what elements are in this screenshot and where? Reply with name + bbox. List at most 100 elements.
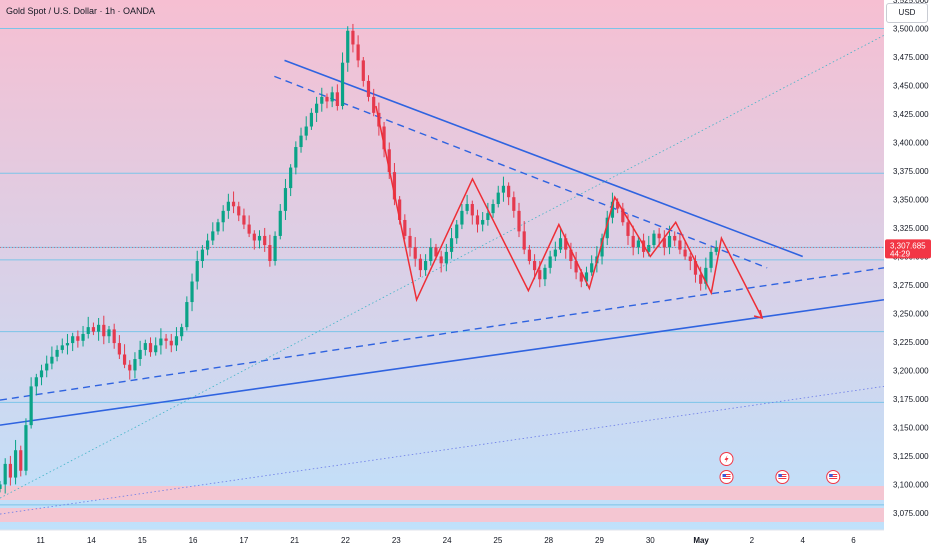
candle <box>346 26 350 72</box>
candle <box>273 231 277 266</box>
candle <box>24 418 28 476</box>
candle <box>190 273 194 312</box>
us-flag-icon[interactable] <box>719 470 734 484</box>
candle <box>517 202 521 238</box>
lightning-icon[interactable] <box>719 452 734 466</box>
trend-line-0[interactable] <box>284 59 803 258</box>
candle <box>543 264 547 287</box>
y-tick-label: 3,100.000 <box>893 480 929 489</box>
candle <box>507 182 511 206</box>
candle <box>102 315 106 345</box>
candle <box>413 237 417 267</box>
candle <box>678 233 682 255</box>
candle <box>71 332 75 352</box>
candle <box>496 185 500 208</box>
y-tick-label: 3,150.000 <box>893 423 929 432</box>
plot-background <box>0 0 884 530</box>
candle <box>221 205 225 232</box>
candle <box>237 201 241 222</box>
candle <box>148 337 153 357</box>
x-tick-label: 17 <box>239 536 248 545</box>
candle <box>34 373 38 396</box>
candle <box>200 245 205 268</box>
y-axis-panel <box>884 0 932 550</box>
y-tick-label: 3,075.000 <box>893 509 929 518</box>
candle <box>631 225 635 256</box>
candle <box>117 335 121 360</box>
candle <box>65 333 70 355</box>
trend-line-5[interactable] <box>0 385 885 515</box>
bottom-band <box>0 486 884 500</box>
candle <box>226 193 230 219</box>
candle <box>294 141 298 175</box>
trend-line-1[interactable] <box>274 75 768 269</box>
price-tag-countdown: 44:29 <box>890 249 911 258</box>
y-tick-label: 3,225.000 <box>893 338 929 347</box>
candle <box>548 250 552 274</box>
candle <box>600 233 604 265</box>
bottom-band-2 <box>0 508 884 522</box>
y-tick-label: 3,175.000 <box>893 395 929 404</box>
candle <box>325 93 329 109</box>
candle <box>330 86 334 108</box>
us-flag-icon[interactable] <box>826 470 841 484</box>
candle <box>704 257 708 290</box>
candle <box>320 87 324 112</box>
candle <box>309 108 314 130</box>
candle <box>491 199 495 218</box>
candle <box>590 255 594 276</box>
candle <box>0 480 2 493</box>
candle <box>122 344 127 369</box>
candle <box>605 210 609 246</box>
x-tick-label: 24 <box>443 536 452 545</box>
candle <box>636 235 640 255</box>
candle <box>475 209 480 233</box>
x-tick-label: 28 <box>544 536 553 545</box>
y-tick-label: 3,525.000 <box>893 0 929 5</box>
trend-line-3[interactable] <box>0 267 885 401</box>
y-tick-label: 3,350.000 <box>893 195 929 204</box>
candle <box>470 200 474 225</box>
candle <box>361 56 365 87</box>
candle <box>439 250 443 273</box>
x-tick-label: 30 <box>646 536 655 545</box>
candle <box>211 222 215 246</box>
currency-button[interactable]: USD <box>886 3 928 23</box>
x-tick-label: 23 <box>392 536 401 545</box>
x-tick-label: 25 <box>493 536 502 545</box>
candle <box>418 254 422 277</box>
candle <box>392 162 397 206</box>
candle <box>558 227 563 254</box>
candle <box>283 178 288 220</box>
candle <box>335 84 339 111</box>
candle <box>444 243 448 272</box>
zigzag-path <box>375 105 764 320</box>
y-tick-label: 3,375.000 <box>893 167 929 176</box>
candle <box>263 227 267 252</box>
price-tag-box <box>885 239 931 259</box>
x-tick-label: 4 <box>800 536 805 545</box>
candle <box>138 340 142 366</box>
candle <box>206 233 210 256</box>
trend-lines <box>0 34 885 515</box>
candle <box>652 230 656 249</box>
candle <box>662 230 666 256</box>
candle <box>86 316 90 339</box>
zigzag-line[interactable] <box>375 105 763 319</box>
price-tag-value: 3,307.685 <box>890 241 926 250</box>
x-tick-label: 16 <box>189 536 198 545</box>
trend-line-2[interactable] <box>0 298 885 426</box>
candle <box>455 219 459 244</box>
candle <box>45 355 49 378</box>
candle <box>314 96 319 122</box>
us-flag-icon[interactable] <box>775 470 790 484</box>
candle <box>465 194 469 215</box>
x-tick-label: 29 <box>595 536 604 545</box>
candle <box>688 253 692 271</box>
y-tick-label: 3,325.000 <box>893 224 929 233</box>
candle <box>268 234 272 267</box>
candle <box>278 204 282 240</box>
candle <box>673 231 677 247</box>
